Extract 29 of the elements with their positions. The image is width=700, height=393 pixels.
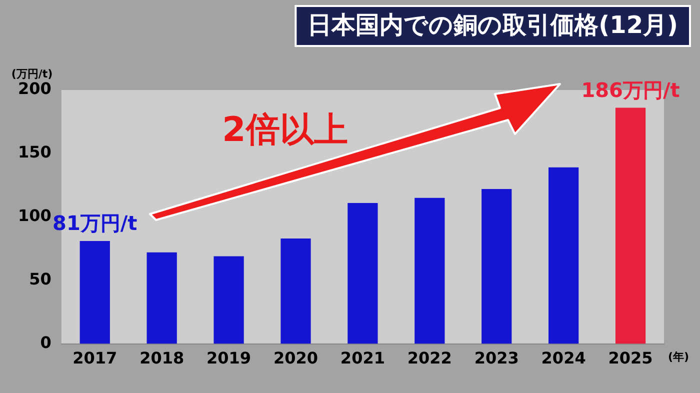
y-tick-label: 150 bbox=[18, 142, 52, 162]
bar bbox=[214, 256, 244, 344]
bar bbox=[146, 252, 177, 344]
chart-title: 日本国内での銅の取引価格(12月) bbox=[308, 11, 678, 40]
bar bbox=[482, 188, 512, 344]
y-tick-label: 200 bbox=[18, 79, 52, 98]
x-axis-title: (年) bbox=[668, 350, 690, 364]
bar bbox=[615, 108, 646, 344]
bar bbox=[414, 198, 445, 344]
y-tick-label: 50 bbox=[29, 270, 52, 289]
x-tick-label: 2018 bbox=[140, 348, 184, 368]
x-tick-label: 2022 bbox=[407, 348, 452, 368]
y-axis-title: (万円/t) bbox=[11, 67, 53, 80]
x-tick-label: 2017 bbox=[72, 348, 118, 368]
y-tick-label: 0 bbox=[40, 332, 52, 352]
x-tick-label: 2021 bbox=[340, 348, 385, 368]
bar bbox=[80, 241, 110, 344]
annotation: 2倍以上 bbox=[222, 110, 348, 150]
x-tick-label: 2019 bbox=[206, 348, 252, 368]
y-tick-label: 100 bbox=[18, 206, 52, 226]
x-tick-label: 2020 bbox=[273, 348, 318, 368]
x-tick-label: 2023 bbox=[474, 348, 519, 368]
x-tick-label: 2024 bbox=[541, 348, 586, 368]
data-label: 81万円/t bbox=[52, 211, 138, 236]
bar bbox=[548, 167, 579, 344]
bar bbox=[280, 238, 311, 344]
x-tick-label: 2025 bbox=[608, 348, 653, 368]
data-label: 186万円/t bbox=[581, 78, 680, 102]
bar bbox=[348, 202, 378, 344]
